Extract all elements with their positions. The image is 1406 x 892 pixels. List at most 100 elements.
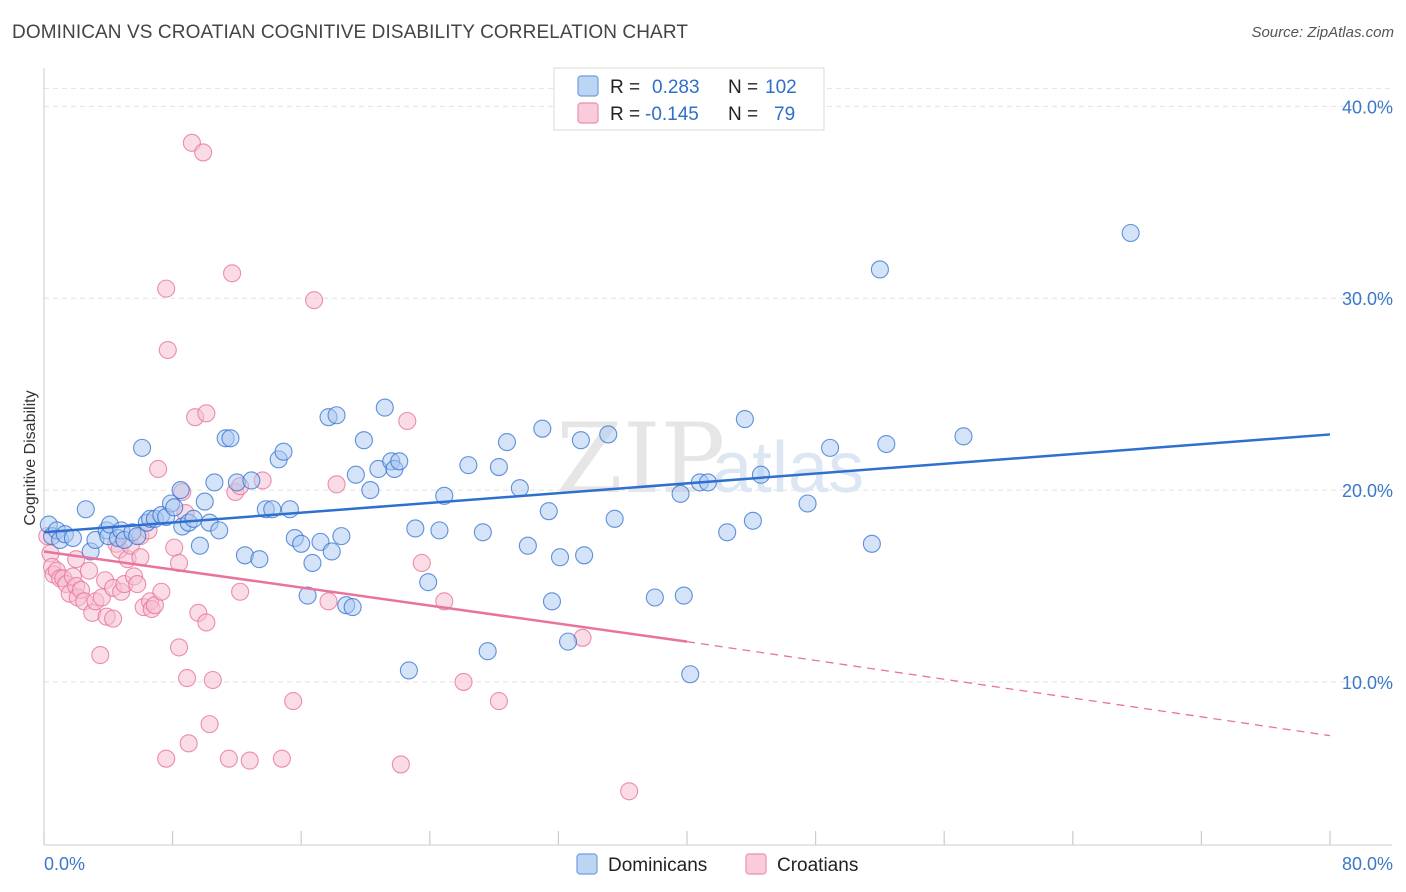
croatian-point bbox=[200, 715, 219, 734]
croatian-point bbox=[223, 264, 242, 283]
dominican-point bbox=[242, 471, 261, 490]
dominican-point bbox=[539, 502, 558, 521]
dominican-point bbox=[473, 523, 492, 542]
legend-r-label-croatians: R = bbox=[610, 104, 640, 125]
legend-swatch-dominicans bbox=[577, 75, 599, 97]
croatian-point bbox=[454, 672, 473, 691]
croatian-point bbox=[149, 459, 168, 479]
croatian-point bbox=[104, 609, 123, 628]
dominican-point bbox=[322, 542, 341, 561]
dominican-point bbox=[210, 521, 229, 540]
legend-n-label-dominicans: N = bbox=[728, 77, 758, 98]
dominican-point bbox=[76, 500, 95, 519]
dominican-point bbox=[250, 550, 269, 569]
croatian-point bbox=[179, 734, 198, 753]
dominican-point bbox=[332, 527, 351, 546]
croatian-point bbox=[194, 143, 213, 162]
legend-r-value-dominicans: 0.283 bbox=[652, 77, 700, 98]
legend-n-value-dominicans: 102 bbox=[765, 77, 797, 98]
dominican-point bbox=[292, 534, 311, 553]
dominican-point bbox=[346, 465, 365, 484]
dominican-point bbox=[599, 425, 618, 444]
trend-lines bbox=[43, 433, 1331, 737]
dominican-point bbox=[497, 433, 517, 452]
bottom-legend-dominicans: Dominicans bbox=[608, 855, 707, 876]
croatian-point bbox=[157, 749, 176, 768]
croatian-point bbox=[165, 538, 184, 557]
dominican-point bbox=[571, 431, 590, 450]
bottom-legend-swatch-croatians bbox=[745, 853, 767, 875]
dominican-point bbox=[343, 598, 362, 617]
croatian-point bbox=[435, 592, 454, 611]
croatian-point bbox=[319, 592, 338, 611]
dominican-point bbox=[743, 511, 762, 530]
dominican-point bbox=[681, 665, 700, 684]
legend-r-label-dominicans: R = bbox=[610, 77, 640, 98]
dominican-point bbox=[195, 492, 214, 511]
dominican-point bbox=[645, 588, 664, 607]
bottom-legend: Dominicans Croatians bbox=[576, 853, 858, 876]
dominican-point bbox=[190, 536, 209, 555]
legend-r-value-croatians: -0.145 bbox=[645, 104, 699, 125]
croatian-point bbox=[391, 755, 410, 774]
dominican-point bbox=[327, 406, 346, 425]
croatian-point bbox=[327, 475, 346, 494]
dominican-point bbox=[862, 534, 881, 553]
dominican-point bbox=[718, 523, 737, 542]
dominican-point bbox=[821, 438, 840, 457]
croatian-point bbox=[620, 782, 639, 801]
croatian-point bbox=[284, 692, 303, 711]
dominican-point bbox=[406, 519, 425, 538]
axes bbox=[43, 68, 1392, 846]
y-tick-label: 30.0% bbox=[1342, 289, 1393, 309]
dominican-point bbox=[184, 509, 203, 528]
dominican-point bbox=[205, 473, 224, 492]
dominican-point bbox=[575, 546, 594, 565]
dominican-point bbox=[298, 586, 317, 605]
dominican-point bbox=[361, 481, 380, 500]
croatian-point bbox=[272, 749, 291, 768]
y-tick-label: 40.0% bbox=[1342, 97, 1393, 117]
croatian-point bbox=[152, 582, 171, 601]
dominicans-points bbox=[39, 223, 1140, 684]
dominican-point bbox=[221, 429, 240, 448]
croatian-point bbox=[398, 411, 417, 431]
dominican-point bbox=[399, 661, 418, 680]
dominican-point bbox=[303, 553, 322, 573]
croatian-point bbox=[197, 613, 216, 632]
croatian-point bbox=[128, 575, 147, 594]
dominican-point bbox=[63, 528, 82, 548]
dominican-point bbox=[542, 592, 562, 611]
dominican-point bbox=[1121, 223, 1140, 243]
dominican-point bbox=[870, 260, 889, 279]
dominican-point bbox=[489, 458, 508, 477]
croatian-point bbox=[489, 692, 508, 711]
dominican-point bbox=[354, 431, 373, 450]
croatian-point bbox=[305, 291, 324, 310]
legend-box bbox=[553, 67, 825, 131]
dominicans-trend-line bbox=[43, 433, 1331, 534]
chart-title: DOMINICAN VS CROATIAN COGNITIVE DISABILI… bbox=[12, 22, 689, 43]
dominican-point bbox=[510, 479, 529, 498]
dominican-point bbox=[605, 509, 624, 528]
legend-n-label-croatians: N = bbox=[728, 104, 758, 125]
y-tick-label: 20.0% bbox=[1342, 481, 1393, 501]
y-tick-labels: 10.0% 20.0% 30.0% 40.0% bbox=[1342, 97, 1393, 693]
dominican-point bbox=[674, 586, 693, 605]
dominican-point bbox=[419, 573, 438, 592]
croatian-point bbox=[203, 670, 222, 690]
dominican-point bbox=[735, 410, 754, 429]
croatian-point bbox=[79, 561, 99, 580]
dominican-point bbox=[550, 548, 570, 567]
croatian-point bbox=[240, 751, 259, 770]
y-tick-label: 10.0% bbox=[1342, 673, 1393, 693]
bottom-legend-swatch-dominicans bbox=[576, 853, 598, 875]
croatian-point bbox=[197, 404, 216, 423]
dominican-point bbox=[171, 481, 190, 500]
x-tick-label-min: 0.0% bbox=[44, 854, 85, 874]
dominican-point bbox=[133, 438, 152, 457]
dominican-point bbox=[430, 521, 449, 540]
watermark-atlas: atlas bbox=[712, 428, 864, 508]
dominican-point bbox=[954, 427, 973, 446]
